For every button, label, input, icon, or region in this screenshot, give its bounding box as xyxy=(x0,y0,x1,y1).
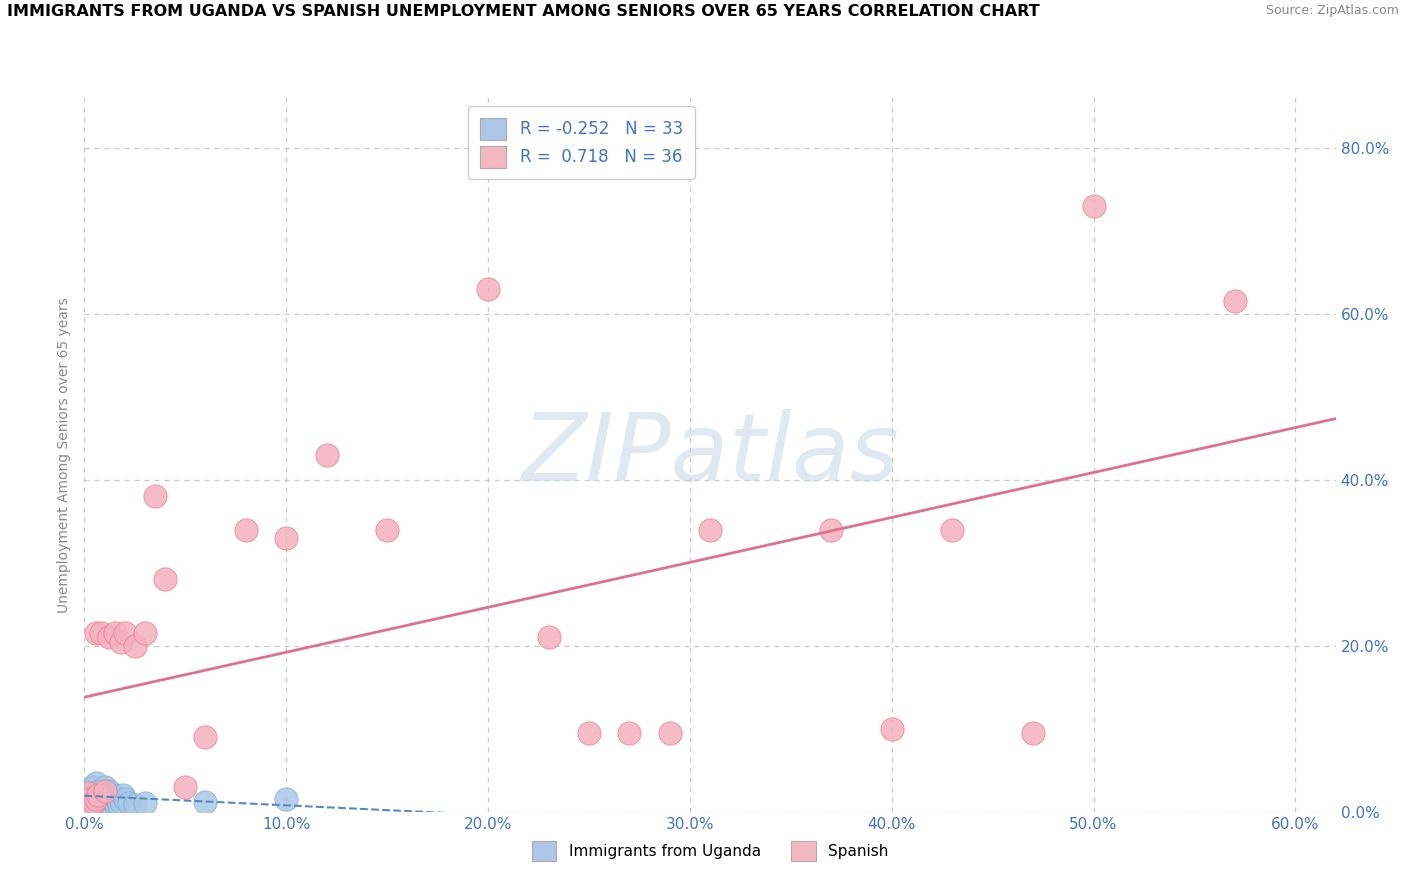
Text: Source: ZipAtlas.com: Source: ZipAtlas.com xyxy=(1265,4,1399,18)
Point xyxy=(101,788,124,802)
Point xyxy=(114,792,136,806)
Point xyxy=(107,798,129,813)
Point xyxy=(83,781,105,796)
Point xyxy=(1022,726,1045,740)
Point xyxy=(114,626,136,640)
Point xyxy=(96,789,118,804)
Point xyxy=(124,639,146,653)
Point xyxy=(86,792,108,806)
Point xyxy=(87,797,110,811)
Point xyxy=(375,523,398,537)
Point xyxy=(276,531,298,545)
Point xyxy=(111,788,134,802)
Point xyxy=(315,448,337,462)
Point xyxy=(104,797,127,811)
Point xyxy=(153,573,176,587)
Point xyxy=(87,788,110,802)
Point xyxy=(100,792,122,806)
Point xyxy=(124,798,146,813)
Point xyxy=(97,631,120,645)
Point xyxy=(93,780,115,794)
Point xyxy=(86,775,108,789)
Point xyxy=(93,798,115,813)
Point xyxy=(537,631,560,645)
Legend: Immigrants from Uganda, Spanish: Immigrants from Uganda, Spanish xyxy=(524,833,896,868)
Point xyxy=(105,792,128,806)
Point xyxy=(143,490,166,504)
Point xyxy=(93,784,115,798)
Point xyxy=(134,797,156,811)
Point xyxy=(276,792,298,806)
Point xyxy=(89,792,111,806)
Point xyxy=(699,523,721,537)
Point xyxy=(91,788,114,802)
Point xyxy=(82,780,104,794)
Point xyxy=(82,798,104,813)
Text: IMMIGRANTS FROM UGANDA VS SPANISH UNEMPLOYMENT AMONG SENIORS OVER 65 YEARS CORRE: IMMIGRANTS FROM UGANDA VS SPANISH UNEMPL… xyxy=(7,4,1039,20)
Point xyxy=(174,780,197,794)
Point xyxy=(110,795,132,809)
Point xyxy=(110,634,132,648)
Point xyxy=(79,784,101,798)
Point xyxy=(118,797,141,811)
Point xyxy=(86,626,108,640)
Point xyxy=(79,792,101,806)
Point xyxy=(86,789,108,804)
Point xyxy=(96,795,118,809)
Point xyxy=(880,722,903,736)
Point xyxy=(89,626,111,640)
Point xyxy=(77,787,100,801)
Point xyxy=(87,784,110,798)
Point xyxy=(89,787,111,801)
Point xyxy=(619,726,641,740)
Point xyxy=(82,788,104,802)
Point xyxy=(235,523,257,537)
Point xyxy=(79,792,101,806)
Point xyxy=(194,795,217,809)
Point xyxy=(941,523,963,537)
Point xyxy=(194,730,217,744)
Point xyxy=(477,282,499,296)
Point xyxy=(83,795,105,809)
Point xyxy=(97,784,120,798)
Point xyxy=(658,726,681,740)
Point xyxy=(104,626,127,640)
Point xyxy=(1083,199,1105,213)
Point xyxy=(75,789,97,804)
Text: ZIPatlas: ZIPatlas xyxy=(522,409,898,500)
Point xyxy=(77,787,100,801)
Point xyxy=(578,726,600,740)
Point xyxy=(83,795,105,809)
Point xyxy=(134,626,156,640)
Y-axis label: Unemployment Among Seniors over 65 years: Unemployment Among Seniors over 65 years xyxy=(58,297,72,613)
Point xyxy=(820,523,842,537)
Point xyxy=(1223,294,1246,309)
Point xyxy=(75,789,97,804)
